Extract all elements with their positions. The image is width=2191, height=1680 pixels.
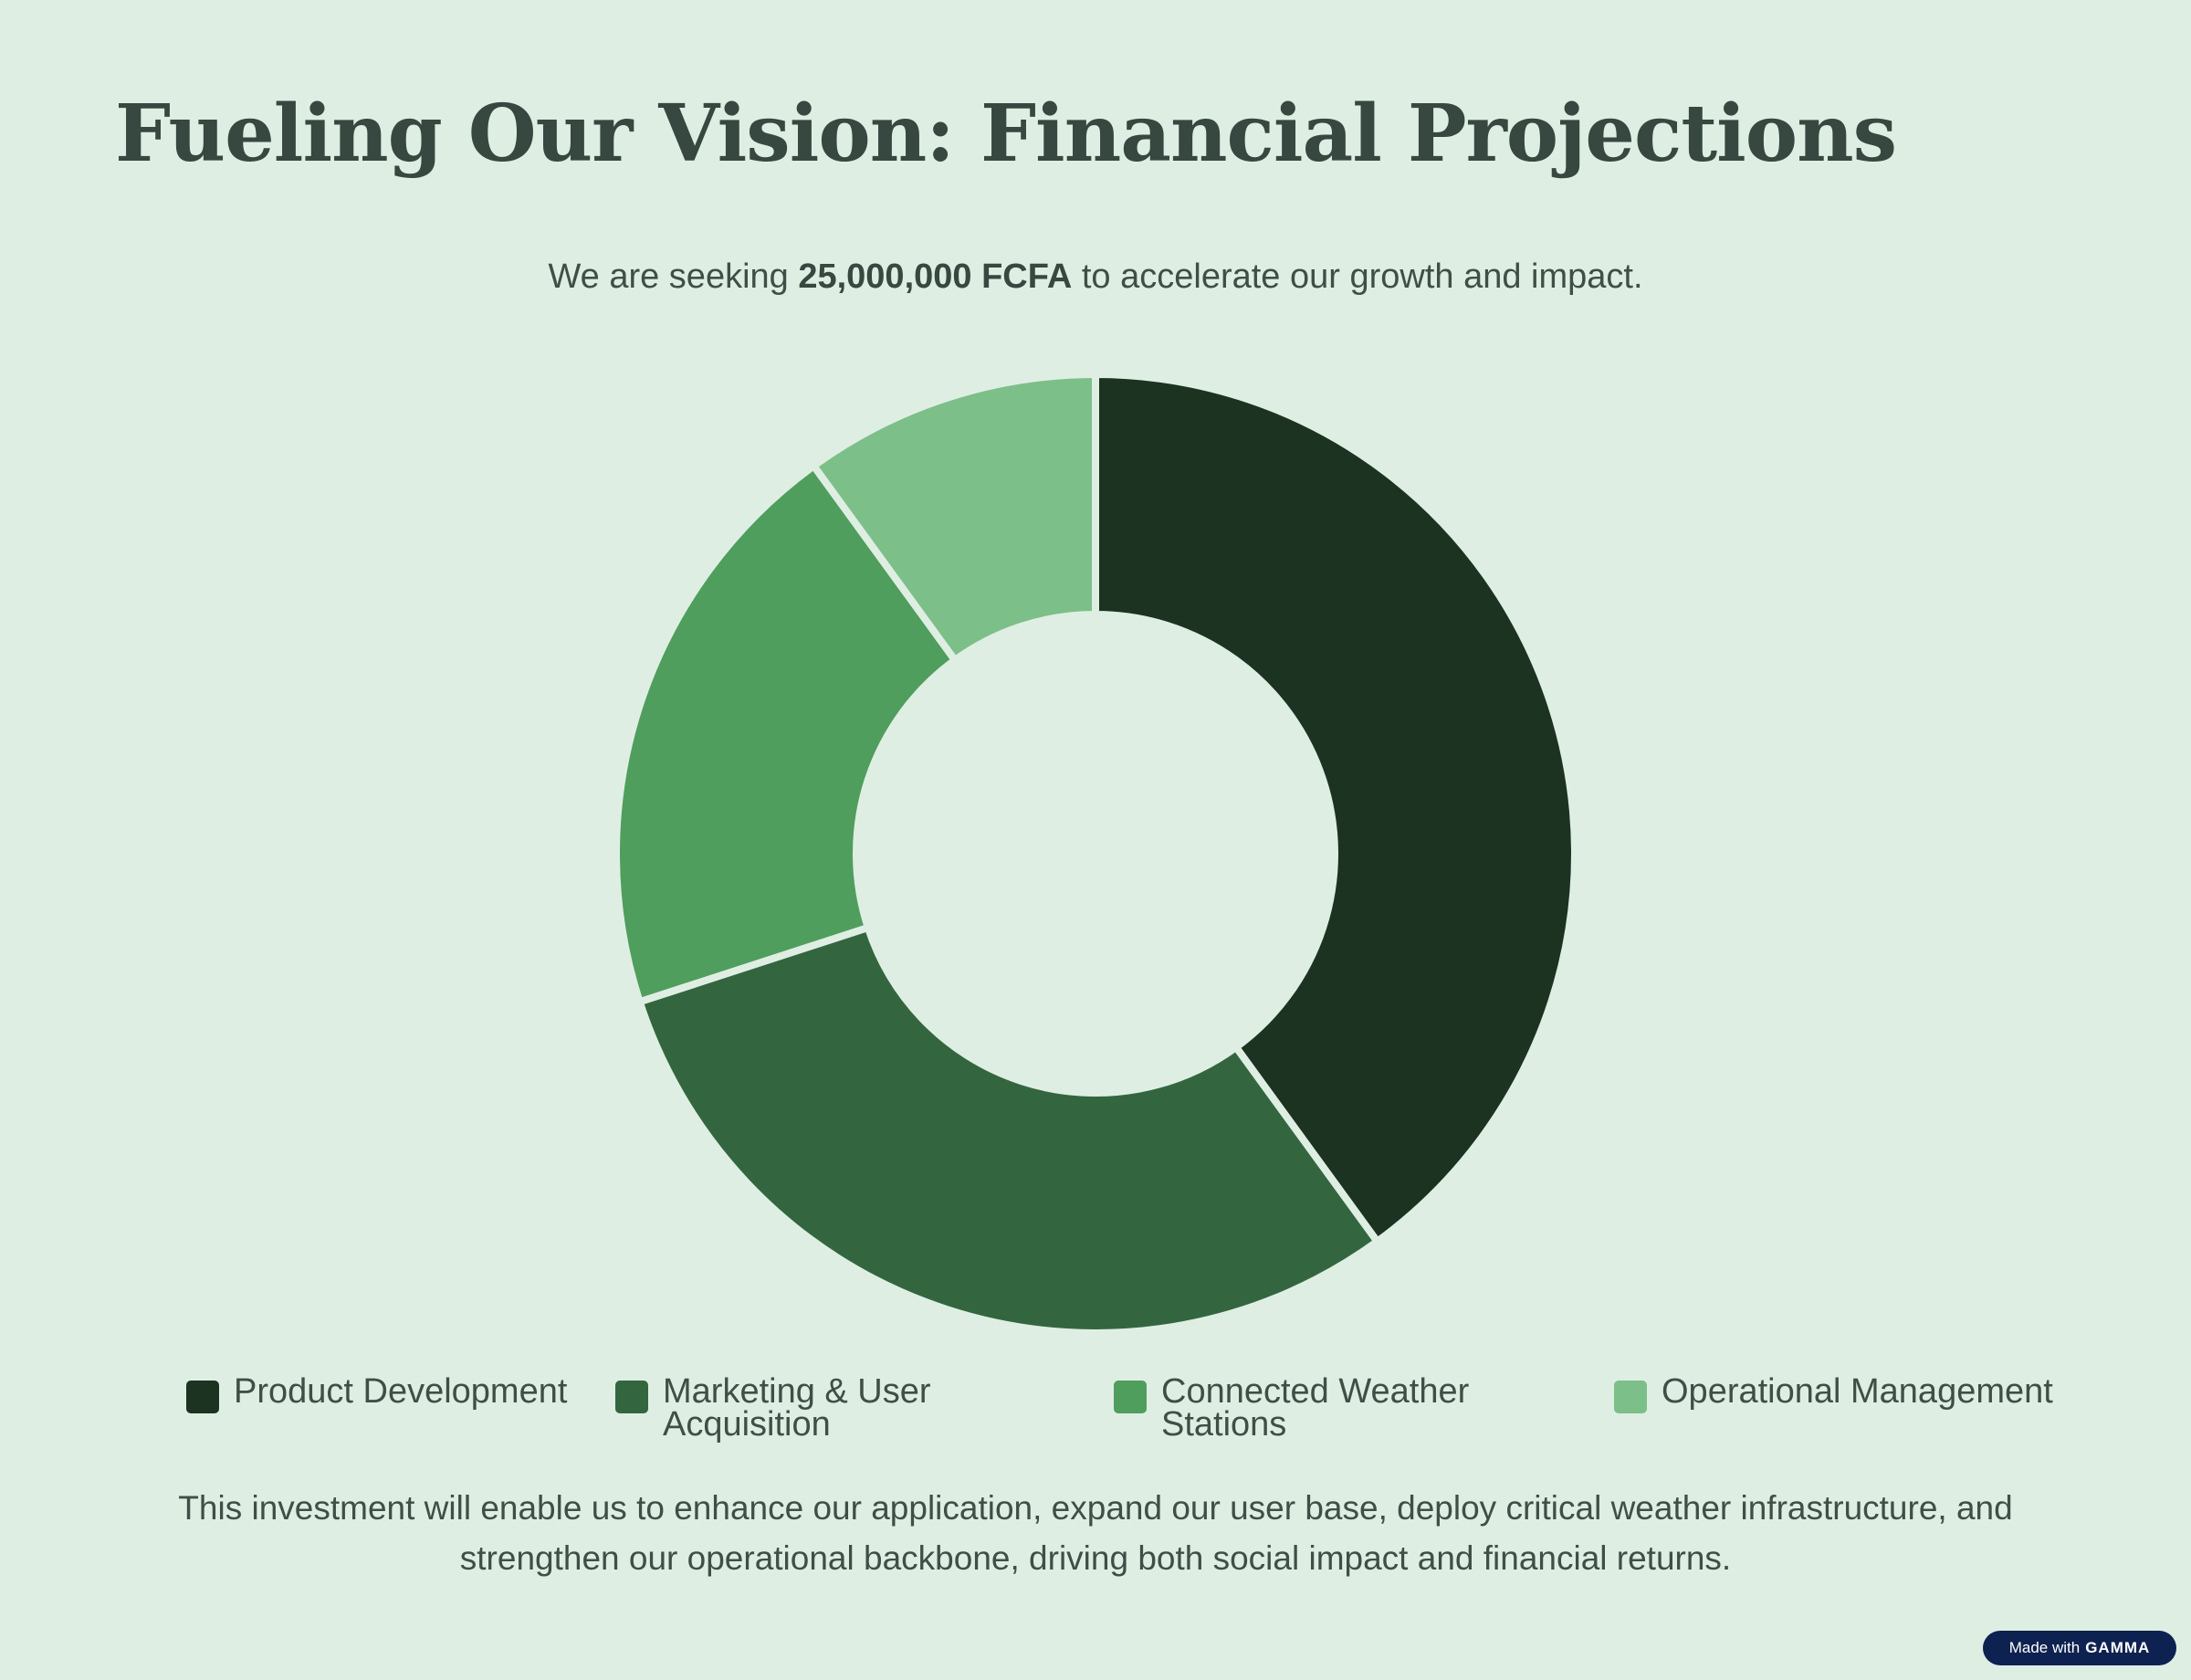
page-title: Fueling Our Vision: Financial Projection…	[115, 88, 1897, 180]
legend-swatch	[186, 1381, 219, 1413]
investment-summary: This investment will enable us to enhanc…	[0, 1483, 2191, 1583]
legend-item-product-development: Product Development	[186, 1372, 606, 1413]
legend-label: Marketing & User Acquisition	[663, 1372, 931, 1444]
donut-slice-product-development	[1092, 371, 1578, 1245]
legend-label: Product Development	[234, 1372, 568, 1411]
legend-swatch	[1114, 1381, 1147, 1413]
legend-label: Connected Weather Stations	[1161, 1372, 1470, 1444]
subtitle-suffix: to accelerate our growth and impact.	[1072, 257, 1643, 296]
legend-label: Operational Management	[1662, 1372, 2053, 1411]
legend-swatch	[1614, 1381, 1647, 1413]
summary-text: This investment will enable us to enhanc…	[178, 1489, 2013, 1577]
donut-slice-operational-management	[810, 371, 1099, 665]
gamma-logo: GAMMA	[2085, 1639, 2151, 1656]
legend-swatch	[615, 1381, 648, 1413]
donut-slice-connected-weather-stations	[613, 462, 959, 1006]
subtitle-prefix: We are seeking	[548, 257, 799, 296]
legend-item-weather-stations: Connected Weather Stations	[1114, 1372, 1479, 1444]
funding-ask-text: We are seeking 25,000,000 FCFA to accele…	[0, 257, 2191, 297]
legend-item-operational-management: Operational Management	[1614, 1372, 2089, 1413]
donut-slice-marketing-user-acquisition	[635, 923, 1381, 1337]
funding-amount: 25,000,000 FCFA	[798, 257, 1073, 296]
made-with-gamma-badge[interactable]: Made with GAMMA	[1983, 1631, 2176, 1665]
legend-item-marketing: Marketing & User Acquisition	[615, 1372, 944, 1444]
badge-prefix: Made with	[2008, 1639, 2081, 1656]
